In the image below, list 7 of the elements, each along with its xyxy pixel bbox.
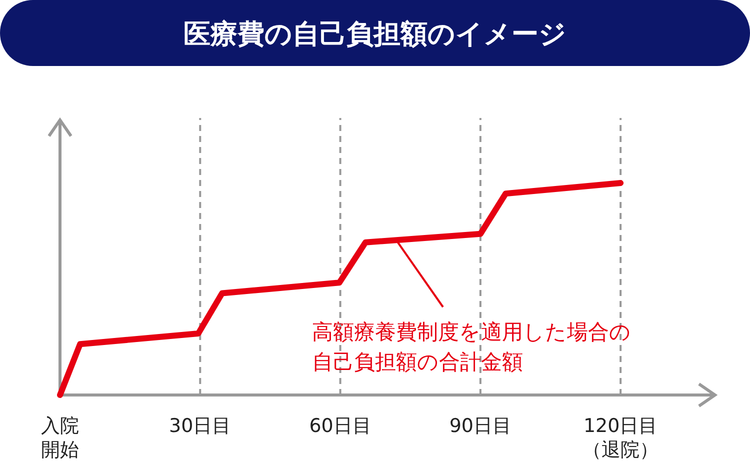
chart-title: 医療費の自己負担額のイメージ	[184, 19, 566, 50]
x-tick-label: 120日目（退院）	[582, 415, 659, 461]
annotation: 高額療養費制度を適用した場合の自己負担額の合計金額	[312, 320, 631, 374]
x-tick-label: 60日目	[309, 415, 372, 437]
x-tick-label: 90日目	[449, 415, 512, 437]
x-tick-label: 入院開始	[41, 415, 79, 461]
x-tick-label: 30日目	[169, 415, 232, 437]
